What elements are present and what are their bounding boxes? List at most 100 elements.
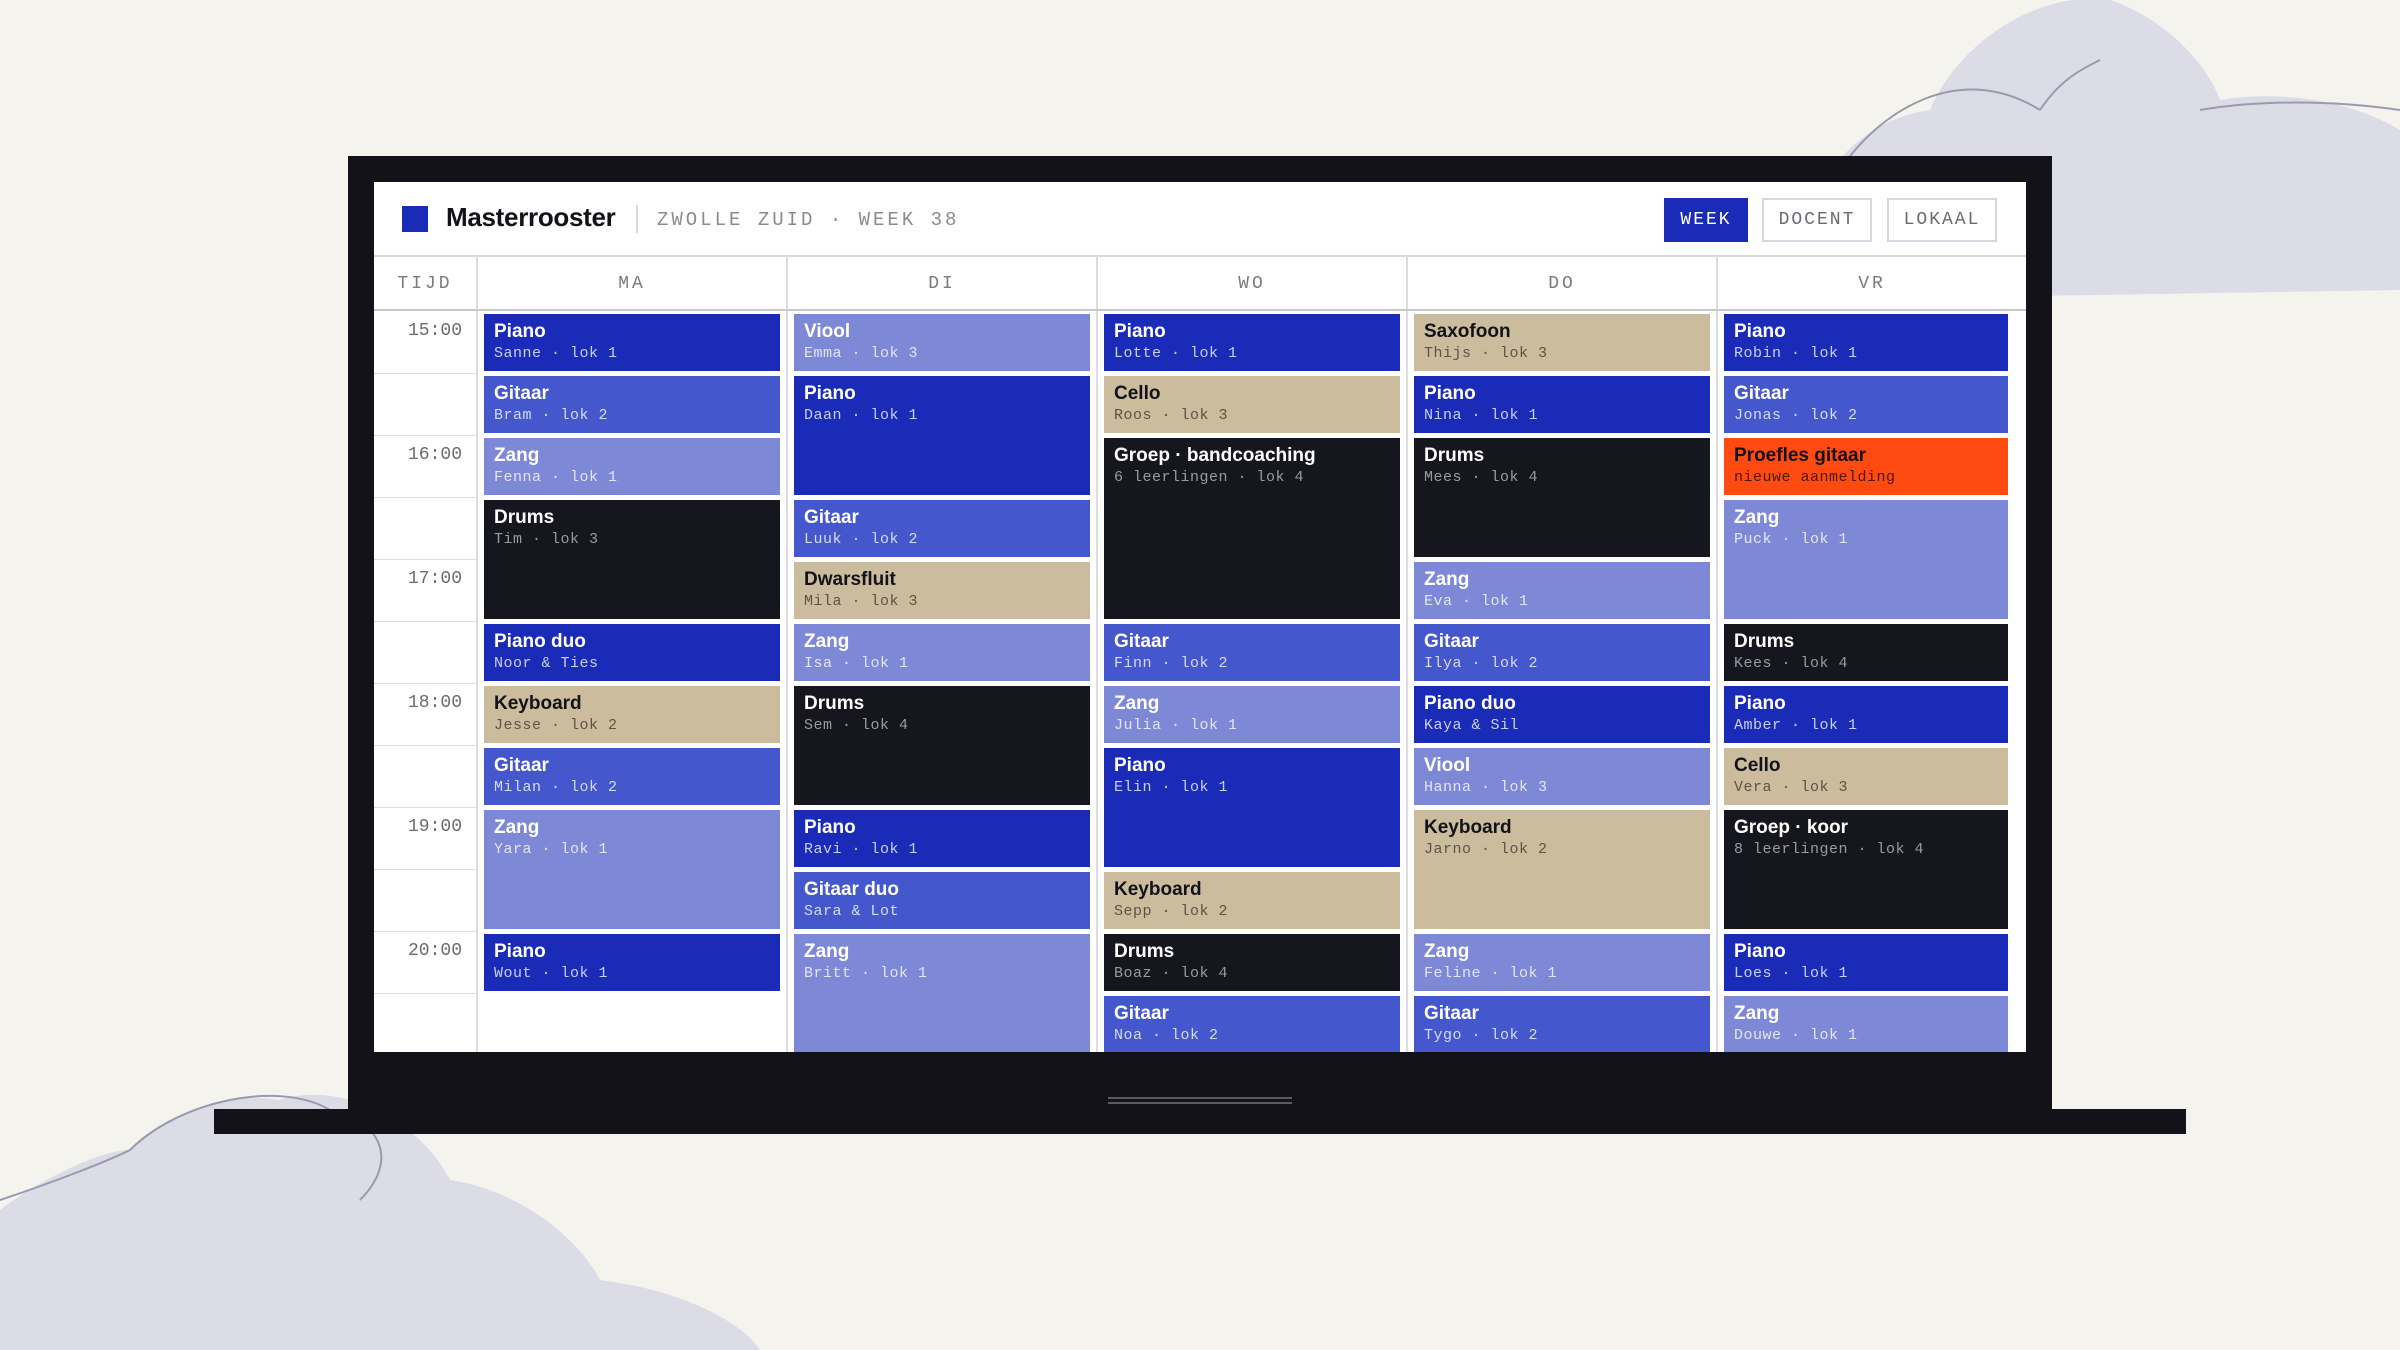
- grid-line: [1406, 311, 1408, 1052]
- lesson-card[interactable]: Cello Vera · lok 3: [1724, 748, 2008, 805]
- lesson-card[interactable]: Drums Boaz · lok 4: [1104, 934, 1400, 991]
- lesson-title: Piano: [1114, 321, 1166, 342]
- lesson-card[interactable]: Zang Isa · lok 1: [794, 624, 1090, 681]
- column-header-wo: WO: [1098, 257, 1408, 310]
- time-row-line: [374, 621, 478, 622]
- lesson-card[interactable]: Drums Mees · lok 4: [1414, 438, 1710, 557]
- lesson-details: Tim · lok 3: [494, 531, 599, 548]
- view-docent-button[interactable]: DOCENT: [1762, 198, 1872, 242]
- lesson-card[interactable]: Gitaar Finn · lok 2: [1104, 624, 1400, 681]
- lesson-details: Britt · lok 1: [804, 965, 928, 982]
- lesson-card[interactable]: Piano Daan · lok 1: [794, 376, 1090, 495]
- lesson-card[interactable]: Drums Tim · lok 3: [484, 500, 780, 619]
- time-row-line: [374, 559, 478, 560]
- lesson-card[interactable]: Piano Robin · lok 1: [1724, 314, 2008, 371]
- lesson-details: Vera · lok 3: [1734, 779, 1849, 796]
- lesson-card[interactable]: Gitaar Noa · lok 2: [1104, 996, 1400, 1052]
- lesson-title: Drums: [494, 507, 555, 528]
- lesson-details: Hanna · lok 3: [1424, 779, 1548, 796]
- lesson-card[interactable]: Piano duo Noor & Ties: [484, 624, 780, 681]
- time-row-line: [374, 683, 478, 684]
- lesson-details: Douwe · lok 1: [1734, 1027, 1858, 1044]
- lesson-card[interactable]: Zang Eva · lok 1: [1414, 562, 1710, 619]
- lesson-title: Viool: [804, 321, 851, 342]
- lesson-card[interactable]: Gitaar duo Sara & Lot: [794, 872, 1090, 929]
- lesson-card[interactable]: Piano Elin · lok 1: [1104, 748, 1400, 867]
- lesson-card[interactable]: Zang Douwe · lok 1: [1724, 996, 2008, 1052]
- lesson-details: 6 leerlingen · lok 4: [1114, 469, 1305, 486]
- view-week-button[interactable]: WEEK: [1664, 198, 1748, 242]
- lesson-title: Keyboard: [1114, 879, 1202, 900]
- lesson-title: Zang: [1114, 693, 1160, 714]
- lesson-details: Tygo · lok 2: [1424, 1027, 1539, 1044]
- lesson-card[interactable]: Piano Amber · lok 1: [1724, 686, 2008, 743]
- lesson-title: Drums: [1734, 631, 1795, 652]
- lesson-card[interactable]: Piano Loes · lok 1: [1724, 934, 2008, 991]
- lesson-title: Gitaar: [1424, 631, 1479, 652]
- lesson-details: Elin · lok 1: [1114, 779, 1229, 796]
- lesson-details: Kaya & Sil: [1424, 717, 1520, 734]
- lesson-card[interactable]: Groep · bandcoaching 6 leerlingen · lok 4: [1104, 438, 1400, 619]
- lesson-title: Drums: [1424, 445, 1485, 466]
- lesson-card[interactable]: Piano Ravi · lok 1: [794, 810, 1090, 867]
- lesson-details: Emma · lok 3: [804, 345, 919, 362]
- lesson-card[interactable]: Drums Kees · lok 4: [1724, 624, 2008, 681]
- lesson-card[interactable]: Gitaar Milan · lok 2: [484, 748, 780, 805]
- lesson-card[interactable]: Keyboard Jarno · lok 2: [1414, 810, 1710, 929]
- lesson-card[interactable]: Proefles gitaar nieuwe aanmelding: [1724, 438, 2008, 495]
- app-screen: Masterrooster ZWOLLE ZUID · WEEK 38 WEEK…: [374, 182, 2026, 1052]
- lesson-card[interactable]: Viool Emma · lok 3: [794, 314, 1090, 371]
- lesson-card[interactable]: Gitaar Ilya · lok 2: [1414, 624, 1710, 681]
- schedule-grid: 15:00 16:00 17:00 18:00 19:00 20:00 Pian…: [374, 311, 2026, 1052]
- lesson-card[interactable]: Piano Lotte · lok 1: [1104, 314, 1400, 371]
- lesson-card[interactable]: Gitaar Bram · lok 2: [484, 376, 780, 433]
- lesson-card[interactable]: Gitaar Jonas · lok 2: [1724, 376, 2008, 433]
- lesson-card[interactable]: Cello Roos · lok 3: [1104, 376, 1400, 433]
- lesson-card[interactable]: Piano duo Kaya & Sil: [1414, 686, 1710, 743]
- lesson-details: Jarno · lok 2: [1424, 841, 1548, 858]
- lesson-card[interactable]: Piano Nina · lok 1: [1414, 376, 1710, 433]
- lesson-title: Zang: [1424, 941, 1470, 962]
- lesson-title: Piano: [494, 321, 546, 342]
- lesson-details: Sepp · lok 2: [1114, 903, 1229, 920]
- lesson-card[interactable]: Zang Fenna · lok 1: [484, 438, 780, 495]
- lesson-details: Puck · lok 1: [1734, 531, 1849, 548]
- lesson-title: Groep · bandcoaching: [1114, 445, 1316, 466]
- lesson-card[interactable]: Saxofoon Thijs · lok 3: [1414, 314, 1710, 371]
- lesson-card[interactable]: Zang Britt · lok 1: [794, 934, 1090, 1052]
- lesson-card[interactable]: Drums Sem · lok 4: [794, 686, 1090, 805]
- lesson-card[interactable]: Dwarsfluit Mila · lok 3: [794, 562, 1090, 619]
- lesson-card[interactable]: Keyboard Jesse · lok 2: [484, 686, 780, 743]
- lesson-details: Feline · lok 1: [1424, 965, 1558, 982]
- title-divider: [636, 205, 638, 233]
- time-row-line: [374, 373, 478, 374]
- lesson-card[interactable]: Zang Julia · lok 1: [1104, 686, 1400, 743]
- lesson-card[interactable]: Zang Yara · lok 1: [484, 810, 780, 929]
- laptop-notch: [1108, 1097, 1292, 1104]
- grid-line: [1716, 311, 1718, 1052]
- lesson-card[interactable]: Groep · koor 8 leerlingen · lok 4: [1724, 810, 2008, 929]
- lesson-card[interactable]: Gitaar Luuk · lok 2: [794, 500, 1090, 557]
- lesson-title: Dwarsfluit: [804, 569, 896, 590]
- lesson-title: Viool: [1424, 755, 1471, 776]
- lesson-card[interactable]: Zang Feline · lok 1: [1414, 934, 1710, 991]
- lesson-title: Piano: [1734, 693, 1786, 714]
- lesson-details: Sanne · lok 1: [494, 345, 618, 362]
- lesson-card[interactable]: Piano Sanne · lok 1: [484, 314, 780, 371]
- lesson-title: Piano: [494, 941, 546, 962]
- lesson-details: Mees · lok 4: [1424, 469, 1539, 486]
- view-lokaal-button[interactable]: LOKAAL: [1887, 198, 1997, 242]
- lesson-title: Piano: [804, 383, 856, 404]
- laptop-base: [214, 1109, 2186, 1134]
- lesson-card[interactable]: Viool Hanna · lok 3: [1414, 748, 1710, 805]
- lesson-title: Piano: [804, 817, 856, 838]
- lesson-card[interactable]: Piano Wout · lok 1: [484, 934, 780, 991]
- lesson-card[interactable]: Keyboard Sepp · lok 2: [1104, 872, 1400, 929]
- lesson-details: Ravi · lok 1: [804, 841, 919, 858]
- lesson-title: Zang: [804, 941, 850, 962]
- lesson-card[interactable]: Zang Puck · lok 1: [1724, 500, 2008, 619]
- lesson-details: Daan · lok 1: [804, 407, 919, 424]
- lesson-details: Sem · lok 4: [804, 717, 909, 734]
- lesson-card[interactable]: Gitaar Tygo · lok 2: [1414, 996, 1710, 1052]
- lesson-title: Drums: [804, 693, 865, 714]
